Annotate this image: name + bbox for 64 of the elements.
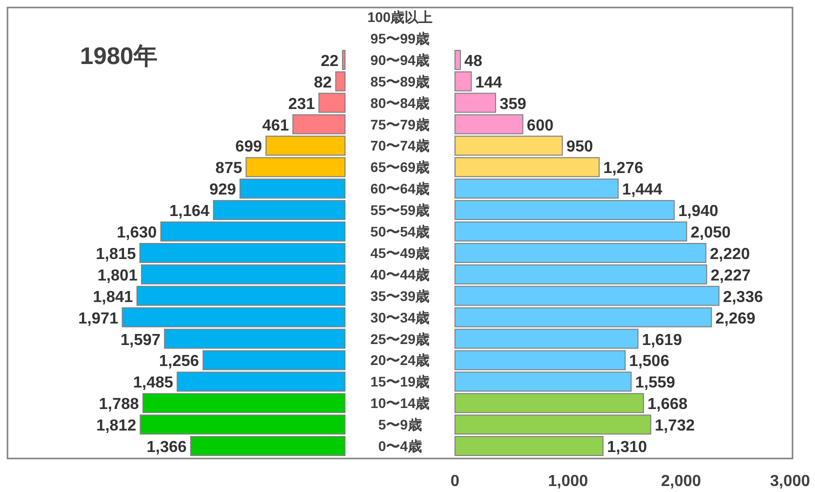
data-label: 929 (209, 182, 236, 199)
data-label: 1,485 (133, 374, 174, 392)
y-tick-label: 90〜94歳 (370, 52, 430, 68)
y-tick-label: 70〜74歳 (370, 138, 430, 154)
data-label: 600 (526, 117, 554, 134)
data-label: 1,815 (96, 246, 136, 263)
data-label: 1,630 (116, 224, 157, 242)
y-tick-label: 75〜79歳 (370, 116, 430, 132)
data-label: 1,256 (159, 353, 200, 370)
y-tick-label: 50〜54歳 (370, 224, 430, 240)
y-tick-label: 0〜4歳 (378, 438, 422, 454)
data-label: 1,668 (647, 396, 688, 414)
data-label: 1,276 (603, 160, 644, 178)
text: 1980年 (80, 43, 158, 70)
y-tick-label: 10〜14歳 (370, 395, 430, 412)
y-tick-label: 20〜24歳 (370, 352, 430, 368)
data-label: 699 (235, 138, 262, 156)
y-tick-label: 5〜9歳 (378, 416, 422, 433)
x-tick-label: 1,000 (548, 473, 588, 490)
data-label: 48 (464, 52, 482, 70)
data-label: 144 (475, 74, 502, 92)
y-tick-label: 95〜99歳 (370, 30, 430, 46)
data-label: 1,801 (97, 267, 138, 284)
data-label: 1,310 (607, 439, 648, 456)
y-tick-label: 65〜69歳 (370, 159, 430, 176)
data-label: 1,597 (120, 332, 161, 349)
data-label: 875 (215, 160, 242, 178)
y-tick-label: 15〜19歳 (370, 374, 430, 390)
data-label: 2,336 (722, 288, 764, 306)
data-label: 1,732 (654, 418, 695, 435)
data-label: 1,788 (98, 396, 140, 414)
x-tick-label: 2,000 (660, 473, 702, 490)
data-label: 2,050 (690, 224, 731, 242)
y-tick-label: 60〜64歳 (370, 180, 430, 197)
data-label: 950 (566, 138, 594, 156)
data-label: 1,940 (678, 203, 718, 220)
data-label: 2,220 (710, 246, 750, 263)
data-label: 231 (288, 96, 315, 113)
y-tick-label: 25〜29歳 (370, 330, 430, 347)
y-tick-label: 55〜59歳 (370, 202, 430, 218)
data-label: 461 (262, 117, 289, 134)
data-label: 2,227 (710, 267, 751, 284)
data-label: 1,506 (629, 353, 670, 370)
y-tick-label: 100歳以上 (367, 9, 433, 25)
data-label: 2,269 (715, 310, 756, 328)
y-tick-label: 45〜49歳 (370, 244, 430, 261)
y-tick-label: 35〜39歳 (370, 288, 430, 304)
data-label: 359 (500, 96, 526, 113)
data-label: 1,971 (78, 310, 118, 328)
data-label: 1,619 (642, 332, 682, 349)
data-label: 1,366 (146, 439, 187, 456)
x-tick-label: 3,000 (770, 473, 810, 490)
data-label: 1,812 (96, 418, 136, 435)
y-tick-label: 40〜44歳 (370, 266, 430, 282)
data-label: 1,559 (635, 374, 676, 392)
y-tick-label: 85〜89歳 (370, 73, 430, 90)
data-label: 82 (314, 74, 332, 92)
data-label: 22 (320, 52, 339, 70)
x-tick-label: 0 (450, 473, 460, 490)
y-tick-label: 30〜34歳 (370, 309, 430, 326)
data-label: 1,164 (169, 203, 210, 220)
data-label: 1,841 (92, 288, 134, 306)
y-tick-label: 80〜84歳 (370, 94, 430, 111)
data-label: 1,444 (622, 182, 662, 199)
